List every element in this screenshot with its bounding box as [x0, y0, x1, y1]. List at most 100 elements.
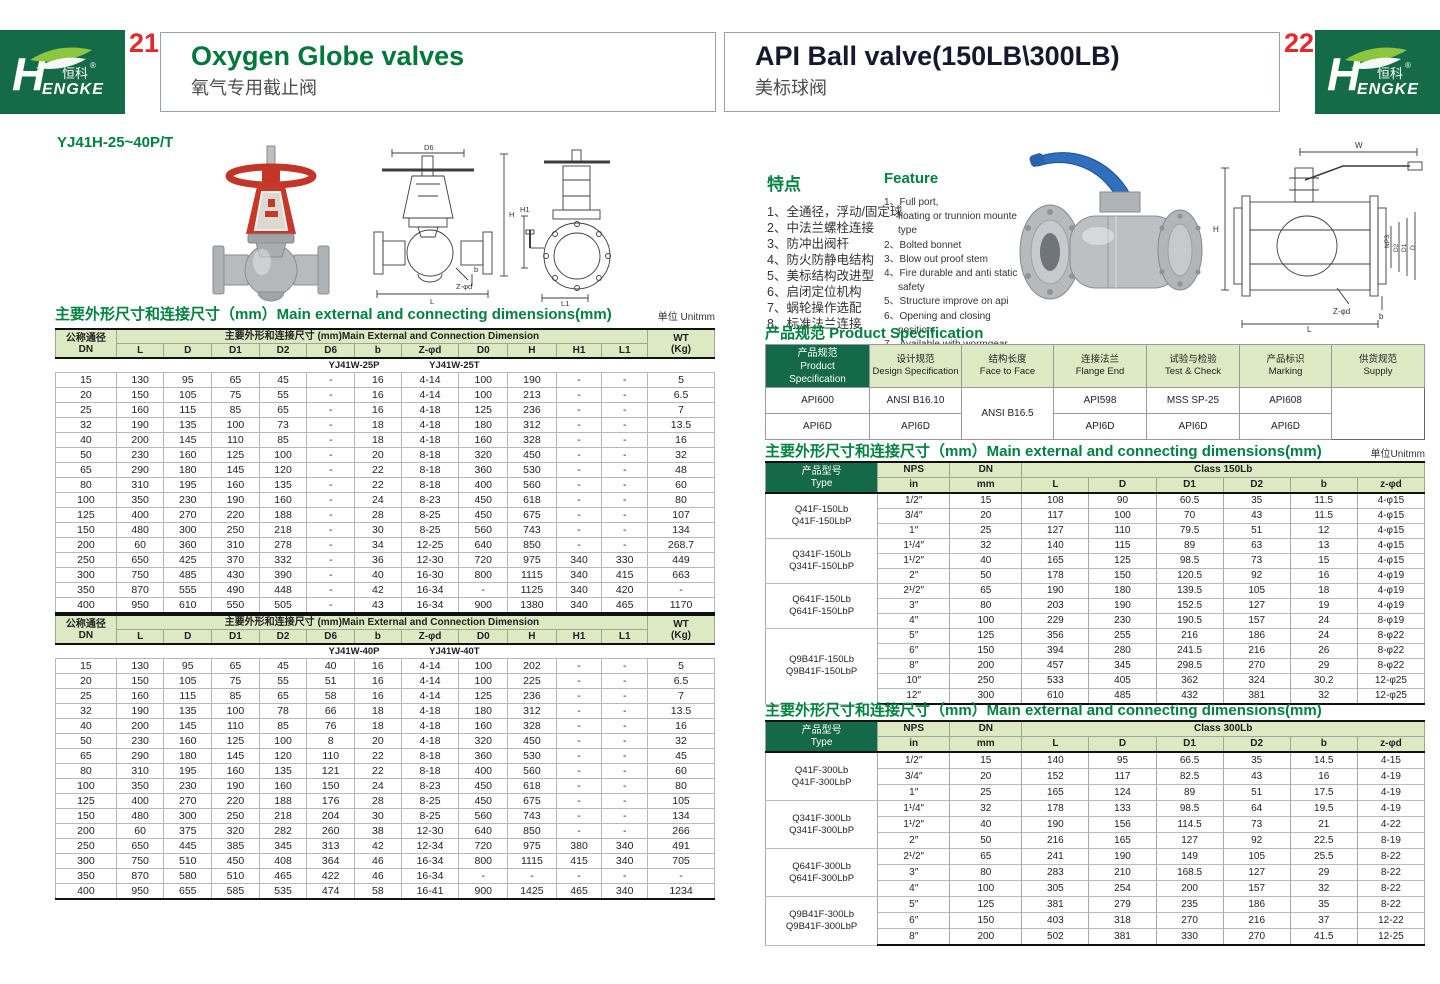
table-cell: 125 — [211, 447, 260, 463]
table-cell: 465 — [555, 883, 603, 900]
table-cell: 313 — [306, 838, 356, 854]
group-header: 主要外形和连接尺寸 (mm)Main External and Connecti… — [115, 328, 649, 344]
table-cell: 150 — [55, 522, 117, 538]
table-cell: - — [555, 507, 603, 523]
table-cell: 560 — [507, 763, 557, 779]
table-cell: 70 — [1155, 508, 1224, 524]
table-cell: 11.5 — [1289, 493, 1358, 509]
table-cell: 282 — [258, 823, 308, 839]
table-cell: 100 — [55, 778, 117, 794]
table-cell: 655 — [163, 883, 213, 900]
table-cell: 100 — [258, 447, 308, 463]
table-cell: - — [555, 372, 603, 388]
table-cell: 55 — [258, 673, 308, 689]
table-cell: 134 — [647, 522, 715, 538]
table-cell: - — [555, 402, 603, 418]
table-cell: 186 — [1222, 628, 1291, 644]
table-cell: 125 — [458, 402, 509, 418]
table-cell: 300 — [55, 853, 117, 869]
table-cell: 3″ — [877, 864, 951, 881]
table-cell: 218 — [258, 808, 308, 824]
table-cell: 190.5 — [1155, 613, 1224, 629]
dimension-row: 250 650 445 385 345 313 42 12-34 720 975 380 340 491 — [55, 838, 715, 854]
table-cell: 255 — [1088, 628, 1157, 644]
spec-value: API6D — [1239, 413, 1332, 440]
table-cell: 85 — [258, 718, 308, 734]
column-header: D2 — [258, 343, 308, 359]
table-cell: 12-φ25 — [1356, 688, 1426, 705]
dimensions-table-300lb: 产品型号 Type NPS DN Class 300Lb in mm L D D1 D2 b z… — [764, 720, 1426, 946]
table-cell: 15 — [55, 372, 117, 388]
table-cell: - — [647, 582, 715, 598]
dimension-row: 1″ 25 127 110 79.5 51 12 4-φ15 — [765, 523, 1426, 539]
dimension-row: 80 310 195 160 135 121 22 8-18 400 560- -60 — [55, 763, 715, 779]
table-cell: 46 — [354, 868, 402, 884]
table-cell: 16-34 — [400, 597, 460, 614]
dimension-row: Q341F-300Lb Q341F-300LbP 1¹/4″ 32 178 133 98.5… — [764, 800, 1426, 849]
table-cell: 105 — [1222, 848, 1291, 865]
table-cell: 230 — [115, 733, 165, 749]
column-header: D2 — [258, 629, 308, 645]
table-cell: 13.5 — [647, 417, 715, 433]
table-cell: 270 — [1222, 658, 1291, 674]
table-cell: 268.7 — [647, 537, 715, 553]
table-cell: - — [306, 567, 356, 583]
dimension-row: 350 870 555 490 448-42 16-34-1125 340 420- — [55, 582, 715, 598]
table-cell: - — [306, 537, 356, 553]
type-model-name: Q9B41F-300Lb — [789, 908, 855, 920]
table-cell: 12-30 — [400, 823, 460, 839]
table-cell: 135 — [163, 417, 213, 433]
table-cell: 230 — [163, 492, 213, 508]
table-cell: 4″ — [877, 880, 951, 897]
table-cell: 110 — [211, 718, 260, 734]
type-model-name: Q41F-150LbP — [791, 516, 852, 527]
table-cell: 22.5 — [1289, 832, 1358, 849]
dimension-row: 100 350 230 190 160 150 24 8-23 450 618- -80 — [55, 778, 715, 794]
table-cell: 1″ — [877, 523, 951, 539]
table-cell: 12 — [1289, 523, 1358, 539]
table-cell: - — [555, 432, 603, 448]
table-cell: 25.5 — [1289, 848, 1358, 865]
table-cell: 16-34 — [400, 868, 460, 884]
column-header: L — [1021, 736, 1090, 753]
table-cell: 20 — [55, 387, 117, 403]
table-cell: 32 — [647, 447, 715, 463]
table-cell: 58 — [306, 688, 356, 704]
table-cell: 350 — [55, 868, 117, 884]
table-cell: 300 — [55, 567, 117, 583]
table-cell: 100 — [1088, 508, 1157, 524]
table-cell: 4-φ15 — [1356, 538, 1426, 554]
table-cell: 125 — [1088, 553, 1157, 569]
dimension-row: 400 950 655 585 535 474 58 16-41 900 1425 465 340 12… — [55, 883, 715, 900]
table-cell: 125 — [458, 688, 509, 704]
column-header: D1 — [211, 343, 260, 359]
table-cell: 8″ — [877, 928, 951, 946]
table-cell: 20 — [354, 733, 402, 749]
feature-item: 6、Opening and closing position — [884, 310, 991, 336]
table-cell: 16 — [354, 402, 402, 418]
wt-header: WT (Kg) — [647, 328, 715, 359]
brand-logo-right: H 恒科 ® ENGKE — [1315, 30, 1440, 114]
table-cell: 202 — [507, 658, 557, 674]
dimension-row: Q341F-150Lb Q341F-150LbP 1¹/4″ 32 140 115 89 63… — [764, 538, 1426, 584]
table-cell: 2¹/2″ — [877, 848, 951, 865]
table-cell: 4-φ15 — [1356, 553, 1426, 569]
table-cell: 310 — [115, 763, 165, 779]
table-cell: 4″ — [877, 613, 951, 629]
table-cell: 298.5 — [1155, 658, 1224, 674]
table-cell: 15 — [1289, 553, 1358, 569]
table-cell: 6″ — [877, 912, 951, 929]
table-cell: 4-φ19 — [1356, 583, 1426, 599]
table-cell: 850 — [507, 823, 557, 839]
table-cell: 160 — [115, 402, 165, 418]
table-cell: 4-19 — [1356, 800, 1426, 817]
table-cell: 380 — [555, 838, 603, 854]
table-cell: - — [601, 673, 649, 689]
right-page-title: API Ball valve(150LB\300LB) — [755, 41, 1120, 71]
table-cell: 241 — [1021, 848, 1090, 865]
type-model-name: Q641F-300LbP — [789, 872, 855, 884]
table-cell: 105 — [163, 673, 213, 689]
type-model-name: Q641F-300Lb — [792, 860, 851, 872]
logo-rest: ENGKE — [42, 81, 104, 98]
table-cell: 425 — [163, 552, 213, 568]
